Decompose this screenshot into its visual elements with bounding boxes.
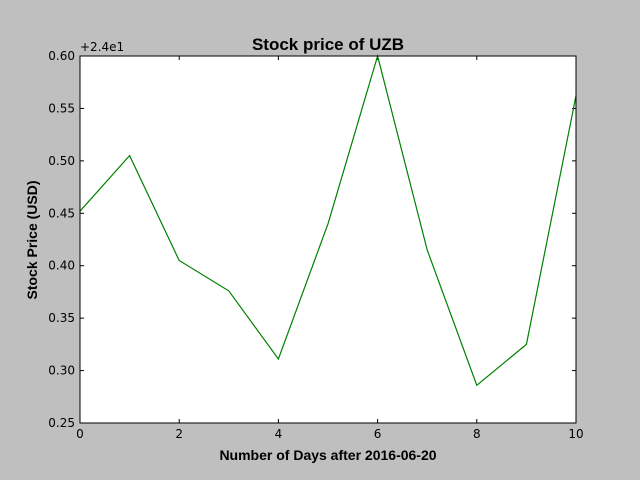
x-tick-label: 8 — [473, 427, 481, 441]
y-tick-label: 0.35 — [48, 311, 75, 325]
x-tick-label: 0 — [76, 427, 84, 441]
x-tick-label: 4 — [275, 427, 283, 441]
y-axis-label: Stock Price (USD) — [24, 180, 40, 299]
y-offset-label: +2.4e1 — [80, 40, 124, 54]
y-tick-label: 0.45 — [48, 206, 75, 220]
x-tick-label: 2 — [175, 427, 183, 441]
y-tick-label: 0.55 — [48, 101, 75, 115]
x-tick-label: 10 — [568, 427, 583, 441]
y-tick-label: 0.25 — [48, 416, 75, 430]
y-tick-label: 0.30 — [48, 364, 75, 378]
y-tick-label: 0.40 — [48, 259, 75, 273]
x-tick-label: 6 — [374, 427, 382, 441]
chart-title: Stock price of UZB — [252, 35, 404, 54]
x-axis-label: Number of Days after 2016-06-20 — [219, 447, 436, 463]
y-tick-label: 0.50 — [48, 154, 75, 168]
y-tick-label: 0.60 — [48, 49, 75, 63]
plot-area — [80, 56, 576, 423]
